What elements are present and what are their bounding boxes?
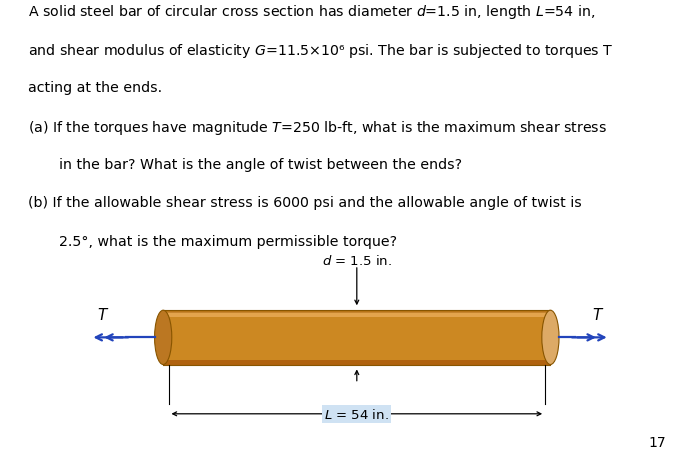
Text: acting at the ends.: acting at the ends. xyxy=(28,80,162,94)
Text: and shear modulus of elasticity $G$=11.5×10⁶ psi. The bar is subjected to torque: and shear modulus of elasticity $G$=11.5… xyxy=(28,42,613,60)
Bar xyxy=(163,313,550,318)
Text: 2.5°, what is the maximum permissible torque?: 2.5°, what is the maximum permissible to… xyxy=(59,235,397,249)
Text: 17: 17 xyxy=(649,435,666,449)
Bar xyxy=(163,360,550,365)
Bar xyxy=(163,311,550,313)
Text: in the bar? What is the angle of twist between the ends?: in the bar? What is the angle of twist b… xyxy=(59,157,462,171)
Bar xyxy=(163,311,550,365)
Text: (b) If the allowable shear stress is 6000 psi and the allowable angle of twist i: (b) If the allowable shear stress is 600… xyxy=(28,196,582,210)
Text: (a) If the torques have magnitude $T$=250 lb-ft, what is the maximum shear stres: (a) If the torques have magnitude $T$=25… xyxy=(28,119,607,137)
Ellipse shape xyxy=(155,311,172,365)
Ellipse shape xyxy=(542,311,559,365)
Text: A solid steel bar of circular cross section has diameter $d$=1.5 in, length $L$=: A solid steel bar of circular cross sect… xyxy=(28,3,595,21)
Text: $d$ = 1.5 in.: $d$ = 1.5 in. xyxy=(322,253,392,267)
Text: $T$: $T$ xyxy=(592,307,604,322)
Text: $T$: $T$ xyxy=(97,307,110,322)
Text: $L$ = 54 in.: $L$ = 54 in. xyxy=(324,407,389,421)
